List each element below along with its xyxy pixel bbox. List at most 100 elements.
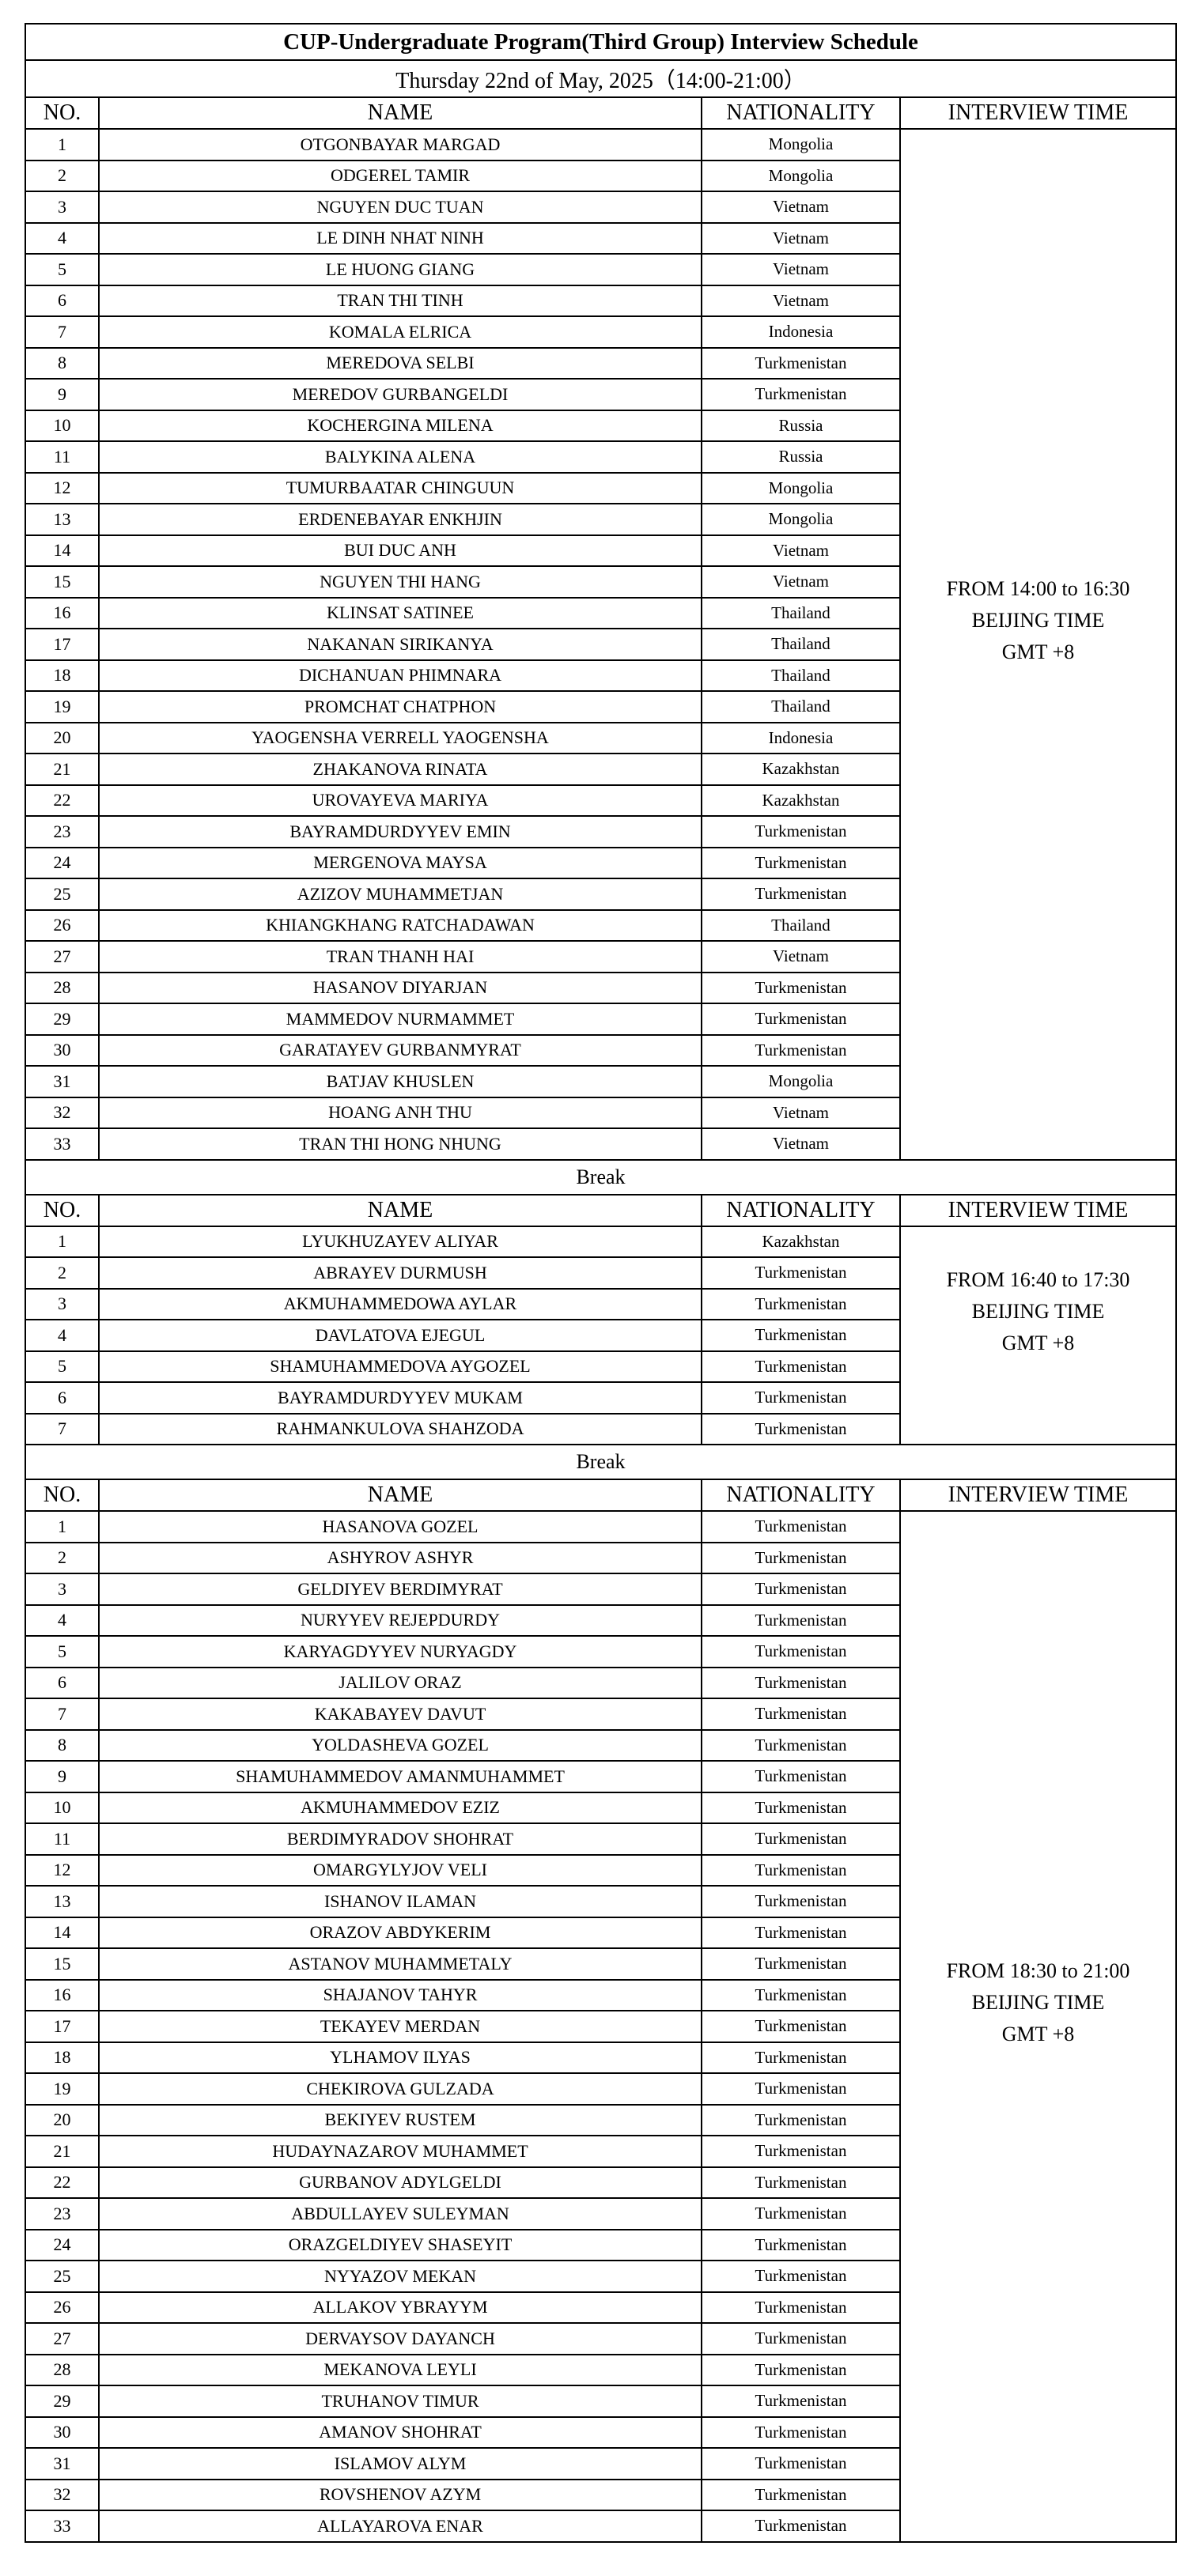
row-number: 4 [25, 221, 100, 255]
row-number: 2 [25, 1256, 100, 1290]
nationality: Turkmenistan [701, 1287, 901, 1320]
row-number: 12 [25, 471, 100, 504]
table-row: 14 ORAZOV ABDYKERIM Turkmenistan [25, 1916, 1176, 1949]
table-row: 9 MEREDOV GURBANGELDI Turkmenistan [25, 378, 1176, 411]
nationality: Turkmenistan [701, 2041, 901, 2074]
nationality: Vietnam [701, 253, 901, 286]
row-number: 2 [25, 159, 100, 192]
nationality: Vietnam [701, 534, 901, 567]
table-row: 29 MAMMEDOV NURMAMMET Turkmenistan [25, 1003, 1176, 1036]
table-row: 19 CHEKIROVA GULZADA Turkmenistan [25, 2072, 1176, 2106]
table-row: 23 ABDULLAYEV SULEYMAN Turkmenistan [25, 2197, 1176, 2230]
table-row: 29 TRUHANOV TIMUR Turkmenistan [25, 2385, 1176, 2418]
row-number: 22 [25, 784, 100, 817]
nationality: Turkmenistan [701, 2415, 901, 2449]
nationality: Turkmenistan [701, 1698, 901, 1731]
student-name: GARATAYEV GURBANMYRAT [98, 1033, 702, 1067]
row-number: 15 [25, 1947, 100, 1981]
nationality: Turkmenistan [701, 2197, 901, 2230]
column-header-row: NO. NAME NATIONALITY INTERVIEW TIME [25, 96, 1178, 130]
row-number: 22 [25, 2166, 100, 2199]
header-name: NAME [98, 96, 702, 130]
student-name: NURYYEV REJEPDURDY [98, 1603, 702, 1637]
nationality: Kazakhstan [701, 753, 901, 786]
table-row: 28 MEKANOVA LEYLI Turkmenistan [25, 2353, 1176, 2386]
student-name: LYUKHUZAYEV ALIYAR [98, 1225, 702, 1258]
row-number: 30 [25, 2415, 100, 2449]
student-name: BAYRAMDURDYYEV EMIN [98, 815, 702, 848]
nationality: Turkmenistan [701, 1350, 901, 1383]
table-row: 20 YAOGENSHA VERRELL YAOGENSHA Indonesia [25, 721, 1176, 754]
table-row: 6 TRAN THI TINH Vietnam [25, 284, 1176, 317]
interview-time-cell: FROM 16:40 to 17:30 BEIJING TIME GMT +8 [898, 1225, 1178, 1445]
table-row: 26 ALLAKOV YBRAYYM Turkmenistan [25, 2291, 1176, 2324]
row-number: 1 [25, 1510, 100, 1543]
student-name: SHAJANOV TAHYR [98, 1978, 702, 2011]
nationality: Turkmenistan [701, 378, 901, 411]
row-number: 33 [25, 2510, 100, 2543]
student-name: KOMALA ELRICA [98, 315, 702, 349]
table-row: 32 HOANG ANH THU Vietnam [25, 1096, 1176, 1129]
student-name: MAMMEDOV NURMAMMET [98, 1003, 702, 1036]
table-row: 10 AKMUHAMMEDOV EZIZ Turkmenistan [25, 1791, 1176, 1824]
table-row: 20 BEKIYEV RUSTEM Turkmenistan [25, 2103, 1176, 2136]
break-row: Break [24, 1158, 1178, 1195]
header-interview-time: INTERVIEW TIME [898, 1479, 1178, 1512]
date-row: Thursday 22nd of May, 2025（14:00-21:00） [24, 59, 1178, 98]
table-row: 24 ORAZGELDIYEV SHASEYIT Turkmenistan [25, 2228, 1176, 2261]
interview-time-line: FROM 18:30 to 21:00 [946, 1958, 1130, 1982]
student-name: CHEKIROVA GULZADA [98, 2072, 702, 2106]
table-row: 33 ALLAYAROVA ENAR Turkmenistan [25, 2510, 1176, 2543]
break-row: Break [24, 1444, 1178, 1480]
table-row: 31 ISLAMOV ALYM Turkmenistan [25, 2447, 1176, 2480]
table-row: 7 RAHMANKULOVA SHAHZODA Turkmenistan [25, 1412, 1176, 1445]
row-number: 33 [25, 1127, 100, 1161]
table-row: 2 ABRAYEV DURMUSH Turkmenistan [25, 1256, 1176, 1290]
nationality: Turkmenistan [701, 2322, 901, 2355]
nationality: Turkmenistan [701, 1728, 901, 1762]
row-number: 21 [25, 753, 100, 786]
nationality: Mongolia [701, 1065, 901, 1098]
nationality: Turkmenistan [701, 346, 901, 380]
student-name: TRAN THANH HAI [98, 940, 702, 973]
nationality: Turkmenistan [701, 2072, 901, 2106]
interview-time-text: FROM 14:00 to 16:30 BEIJING TIME GMT +8 [902, 573, 1175, 668]
nationality: Vietnam [701, 191, 901, 224]
table-row: 13 ERDENEBAYAR ENKHJIN Mongolia [25, 503, 1176, 536]
table-row: 8 YOLDASHEVA GOZEL Turkmenistan [25, 1728, 1176, 1762]
row-number: 12 [25, 1853, 100, 1887]
student-name: AZIZOV MUHAMMETJAN [98, 878, 702, 911]
student-name: JALILOV ORAZ [98, 1666, 702, 1699]
student-name: BEKIYEV RUSTEM [98, 2103, 702, 2136]
nationality: Kazakhstan [701, 1225, 901, 1258]
student-name: KOCHERGINA MILENA [98, 409, 702, 442]
table-row: 1 LYUKHUZAYEV ALIYAR Kazakhstan FROM 16:40 … [25, 1225, 1178, 1445]
student-name: ODGEREL TAMIR [98, 159, 702, 192]
nationality: Turkmenistan [701, 1947, 901, 1981]
table-row: 12 TUMURBAATAR CHINGUUN Mongolia [25, 471, 1176, 504]
nationality: Turkmenistan [701, 2447, 901, 2480]
student-name: LE DINH NHAT NINH [98, 221, 702, 255]
row-number: 29 [25, 2385, 100, 2418]
interview-time-line: BEIJING TIME [971, 1299, 1105, 1323]
nationality: Vietnam [701, 565, 901, 599]
student-name: GELDIYEV BERDIMYRAT [98, 1573, 702, 1606]
row-number: 16 [25, 1978, 100, 2011]
student-name: ISLAMOV ALYM [98, 2447, 702, 2480]
table-row: 1 OTGONBAYAR MARGAD Mongolia FROM 14:00 to … [25, 128, 1178, 1161]
nationality: Turkmenistan [701, 846, 901, 879]
nationality: Turkmenistan [701, 2103, 901, 2136]
nationality: Turkmenistan [701, 1412, 901, 1445]
nationality: Russia [701, 440, 901, 474]
nationality: Turkmenistan [701, 1381, 901, 1415]
student-name: TUMURBAATAR CHINGUUN [98, 471, 702, 504]
nationality: Turkmenistan [701, 1978, 901, 2011]
student-name: OMARGYLYJOV VELI [98, 1853, 702, 1887]
table-row: 22 UROVAYEVA MARIYA Kazakhstan [25, 784, 1176, 817]
interview-schedule-table: CUP-Undergraduate Program(Third Group) I… [24, 23, 1178, 2543]
student-name: NYYAZOV MEKAN [98, 2260, 702, 2293]
table-row: 3 NGUYEN DUC TUAN Vietnam [25, 191, 1176, 224]
table-row: 6 BAYRAMDURDYYEV MUKAM Turkmenistan [25, 1381, 1176, 1415]
row-number: 13 [25, 1885, 100, 1918]
nationality: Turkmenistan [701, 2135, 901, 2168]
